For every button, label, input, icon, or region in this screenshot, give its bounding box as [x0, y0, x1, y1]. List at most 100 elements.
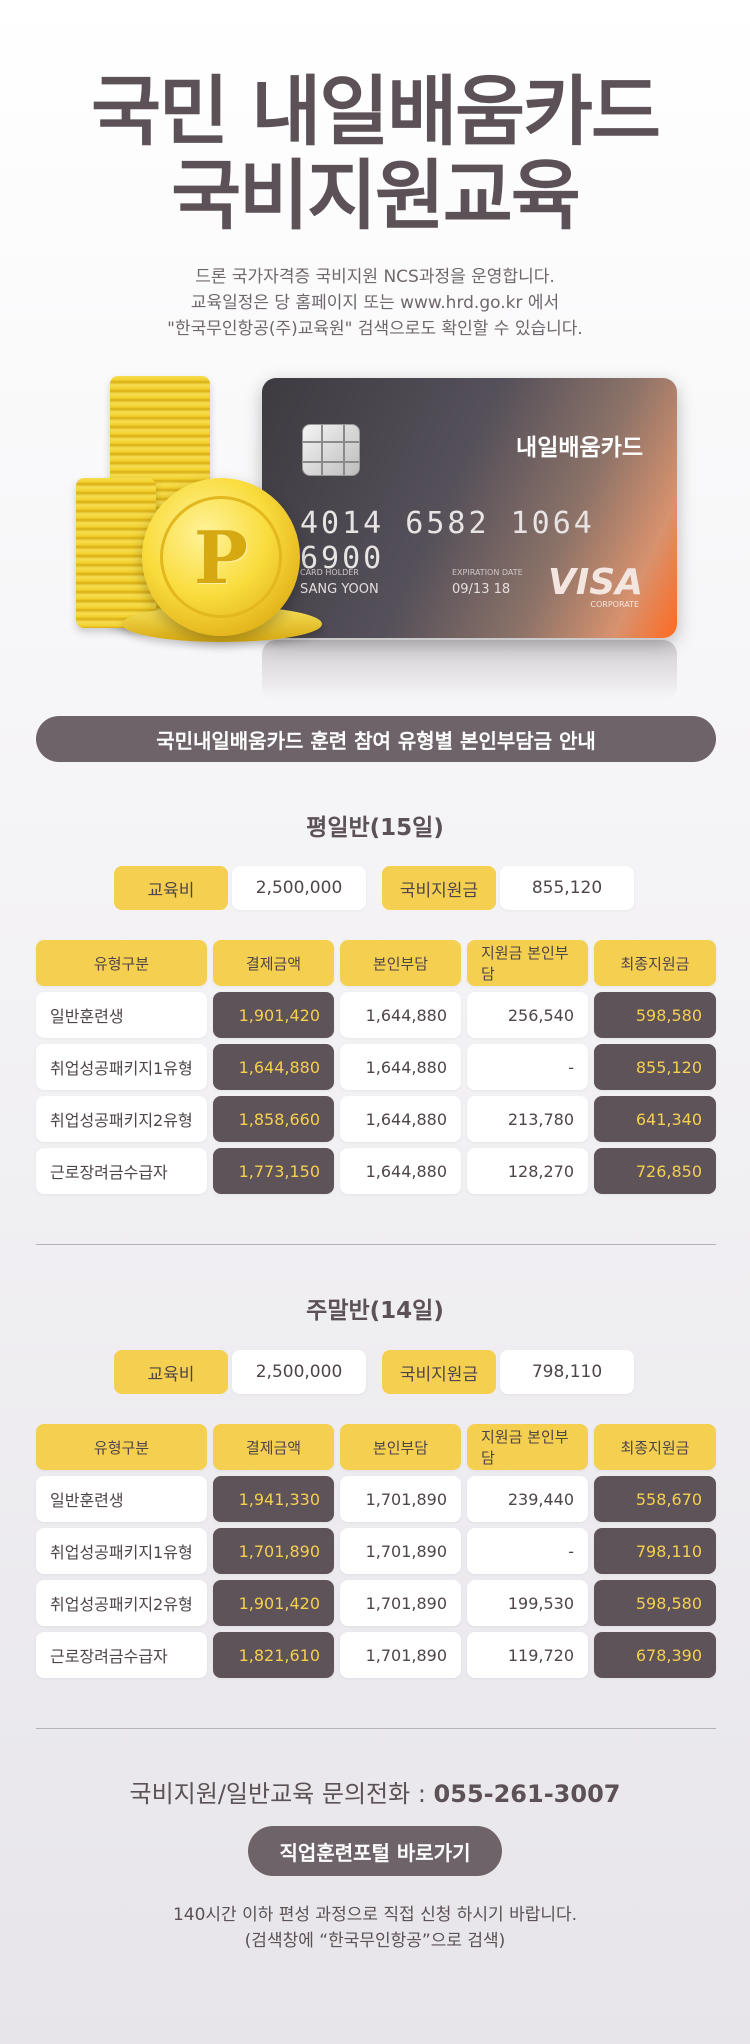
- cell-self: 1,644,880: [340, 992, 461, 1038]
- support-value: 798,110: [500, 1350, 634, 1394]
- weekend-table: 유형구분 결제금액 본인부담 지원금 본인부담 최종지원금 일반훈련생 1,94…: [36, 1424, 716, 1684]
- coin-letter: P: [160, 496, 282, 618]
- cell-self: 1,701,890: [340, 1476, 461, 1522]
- table-row: 취업성공패키지2유형 1,901,420 1,701,890 199,530 5…: [36, 1580, 716, 1632]
- title-line-2: 국비지원교육: [171, 151, 581, 240]
- cell-self: 1,701,890: [340, 1580, 461, 1626]
- footnote-line-1: 140시간 이하 편성 과정으로 직접 신청 하시기 바랍니다.: [172, 1905, 578, 1925]
- cell-self: 1,701,890: [340, 1632, 461, 1678]
- cell-type: 취업성공패키지1유형: [36, 1044, 207, 1090]
- card-brand: 내일배움카드: [516, 435, 643, 461]
- point-coin-icon: P: [142, 478, 300, 636]
- card-chip-icon: [302, 424, 360, 476]
- weekend-summary: 교육비 2,500,000 국비지원금 798,110: [0, 1350, 750, 1394]
- cell-final: 598,580: [594, 992, 716, 1038]
- intro-text: 드론 국가자격증 국비지원 NCS과정을 운영합니다. 교육일정은 당 홈페이지…: [0, 264, 750, 342]
- cell-support-self: 256,540: [467, 992, 588, 1038]
- cell-self: 1,701,890: [340, 1528, 461, 1574]
- cell-final: 726,850: [594, 1148, 716, 1194]
- job-training-portal-button[interactable]: 직업훈련포털 바로가기: [248, 1826, 502, 1876]
- header-self: 본인부담: [340, 940, 461, 986]
- cell-final: 855,120: [594, 1044, 716, 1090]
- contact-label: 국비지원/일반교육 문의전화 :: [129, 1780, 434, 1808]
- footnote: 140시간 이하 편성 과정으로 직접 신청 하시기 바랍니다. (검색창에 “…: [0, 1902, 750, 1954]
- card-holder: SANG YOON: [300, 582, 379, 597]
- cell-type: 일반훈련생: [36, 1476, 207, 1522]
- header-support-self: 지원금 본인부담: [467, 940, 588, 986]
- divider: [36, 1728, 716, 1729]
- card-holder-label: CARD HOLDER: [300, 568, 359, 577]
- cell-support-self: 239,440: [467, 1476, 588, 1522]
- cell-support-self: -: [467, 1044, 588, 1090]
- cell-type: 일반훈련생: [36, 992, 207, 1038]
- credit-card-image: 내일배움카드 4014 6582 1064 6900 CARD HOLDER S…: [262, 378, 677, 638]
- table-header: 유형구분 결제금액 본인부담 지원금 본인부담 최종지원금: [36, 1424, 716, 1476]
- table-row: 일반훈련생 1,901,420 1,644,880 256,540 598,58…: [36, 992, 716, 1044]
- cell-self: 1,644,880: [340, 1148, 461, 1194]
- table-row: 취업성공패키지1유형 1,701,890 1,701,890 - 798,110: [36, 1528, 716, 1580]
- cell-type: 취업성공패키지1유형: [36, 1528, 207, 1574]
- cell-payment: 1,858,660: [213, 1096, 334, 1142]
- visa-sub: CORPORATE: [590, 600, 639, 609]
- cell-type: 근로장려금수급자: [36, 1632, 207, 1678]
- table-row: 근로장려금수급자 1,773,150 1,644,880 128,270 726…: [36, 1148, 716, 1200]
- page-title: 국민 내일배움카드 국비지원교육: [0, 70, 750, 238]
- card-illustration: 내일배움카드 4014 6582 1064 6900 CARD HOLDER S…: [70, 370, 690, 700]
- table-row: 취업성공패키지1유형 1,644,880 1,644,880 - 855,120: [36, 1044, 716, 1096]
- cell-payment: 1,773,150: [213, 1148, 334, 1194]
- footnote-line-2: (검색창에 “한국무인항공”으로 검색): [244, 1931, 506, 1951]
- cell-support-self: 119,720: [467, 1632, 588, 1678]
- weekend-title: 주말반(14일): [306, 1298, 444, 1324]
- cell-support-self: -: [467, 1528, 588, 1574]
- cell-support-self: 128,270: [467, 1148, 588, 1194]
- cell-payment: 1,644,880: [213, 1044, 334, 1090]
- cell-final: 678,390: [594, 1632, 716, 1678]
- card-exp-label: EXPIRATION DATE: [452, 568, 523, 577]
- header-final: 최종지원금: [594, 1424, 716, 1470]
- card-number: 4014 6582 1064 6900: [300, 506, 595, 576]
- cell-payment: 1,941,330: [213, 1476, 334, 1522]
- table-row: 일반훈련생 1,941,330 1,701,890 239,440 558,67…: [36, 1476, 716, 1528]
- header-payment: 결제금액: [213, 1424, 334, 1470]
- support-label: 국비지원금: [382, 866, 496, 910]
- header-final: 최종지원금: [594, 940, 716, 986]
- cell-type: 취업성공패키지2유형: [36, 1096, 207, 1142]
- cell-final: 641,340: [594, 1096, 716, 1142]
- contact-phone[interactable]: 055-261-3007: [433, 1780, 621, 1808]
- cell-type: 근로장려금수급자: [36, 1148, 207, 1194]
- intro-line-1: 드론 국가자격증 국비지원 NCS과정을 운영합니다.: [195, 267, 555, 287]
- cell-payment: 1,701,890: [213, 1528, 334, 1574]
- section-banner: 국민내일배움카드 훈련 참여 유형별 본인부담금 안내: [36, 716, 716, 762]
- tuition-value: 2,500,000: [232, 1350, 366, 1394]
- cell-self: 1,644,880: [340, 1044, 461, 1090]
- table-header: 유형구분 결제금액 본인부담 지원금 본인부담 최종지원금: [36, 940, 716, 992]
- header-self: 본인부담: [340, 1424, 461, 1470]
- cell-final: 598,580: [594, 1580, 716, 1626]
- card-exp: 09/13 18: [452, 582, 511, 597]
- table-row: 취업성공패키지2유형 1,858,660 1,644,880 213,780 6…: [36, 1096, 716, 1148]
- cell-payment: 1,901,420: [213, 1580, 334, 1626]
- visa-logo: VISA: [547, 562, 643, 603]
- intro-line-2: 교육일정은 당 홈페이지 또는 www.hrd.go.kr 에서: [190, 293, 560, 313]
- cell-payment: 1,901,420: [213, 992, 334, 1038]
- support-value: 855,120: [500, 866, 634, 910]
- title-line-1: 국민 내일배움카드: [91, 67, 661, 156]
- table-row: 근로장려금수급자 1,821,610 1,701,890 119,720 678…: [36, 1632, 716, 1684]
- cell-type: 취업성공패키지2유형: [36, 1580, 207, 1626]
- tuition-label: 교육비: [114, 866, 228, 910]
- header-type: 유형구분: [36, 940, 207, 986]
- contact-line: 국비지원/일반교육 문의전화 : 055-261-3007: [0, 1774, 750, 1809]
- intro-line-3: "한국무인항공(주)교육원" 검색으로도 확인할 수 있습니다.: [167, 319, 583, 339]
- header-type: 유형구분: [36, 1424, 207, 1470]
- weekday-summary: 교육비 2,500,000 국비지원금 855,120: [0, 866, 750, 910]
- tuition-label: 교육비: [114, 1350, 228, 1394]
- cell-payment: 1,821,610: [213, 1632, 334, 1678]
- cell-support-self: 213,780: [467, 1096, 588, 1142]
- cell-self: 1,644,880: [340, 1096, 461, 1142]
- weekday-table: 유형구분 결제금액 본인부담 지원금 본인부담 최종지원금 일반훈련생 1,90…: [36, 940, 716, 1200]
- cell-final: 798,110: [594, 1528, 716, 1574]
- cell-support-self: 199,530: [467, 1580, 588, 1626]
- support-label: 국비지원금: [382, 1350, 496, 1394]
- divider: [36, 1244, 716, 1245]
